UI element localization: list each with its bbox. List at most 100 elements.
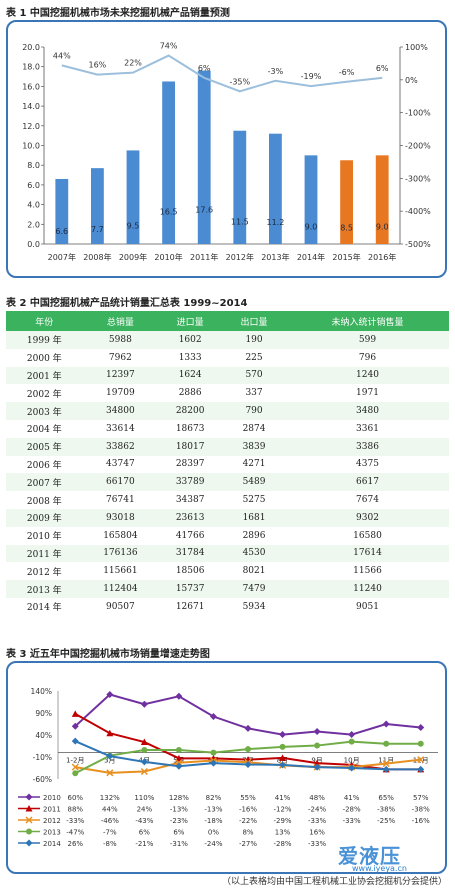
- data-label: -21%: [135, 840, 153, 848]
- series-marker: [106, 769, 114, 777]
- x-tick-label: 11月: [378, 757, 394, 765]
- series-marker: [106, 729, 114, 737]
- x-tick-label: 2014年: [297, 252, 325, 262]
- bar: [126, 150, 140, 244]
- table-cell: 2896: [222, 526, 286, 545]
- table-cell: 796: [285, 348, 449, 367]
- series-marker: [382, 720, 390, 728]
- table-cell: 1333: [158, 348, 223, 367]
- table-cell: 2006 年: [6, 455, 83, 474]
- table-row: 2012 年 115661 18506 8021 11566: [6, 562, 449, 581]
- y-tick-label: 12.0: [22, 122, 40, 131]
- y-tick-label: -10%: [33, 753, 52, 762]
- y2-tick-label: -300%: [405, 174, 431, 183]
- data-label: 24%: [137, 806, 153, 814]
- table-cell: 2013 年: [6, 580, 83, 598]
- table-row: 2003 年 34800 28200 790 3480: [6, 402, 449, 420]
- legend-label: 2010: [43, 794, 61, 802]
- bar-value-label: 11.2: [266, 218, 284, 227]
- table-row: 2010 年 165804 41766 2896 16580: [6, 526, 449, 545]
- table-cell: 16580: [285, 526, 449, 545]
- table-cell: 2005 年: [6, 437, 83, 456]
- series-marker: [175, 754, 183, 762]
- data-label: -33%: [308, 817, 326, 825]
- bar: [340, 160, 354, 244]
- growth-label: -3%: [268, 67, 284, 76]
- y-tick-label: 6.0: [27, 181, 40, 190]
- data-label: 41%: [344, 794, 360, 802]
- table-cell: 18017: [158, 437, 223, 456]
- table-cell: 2009 年: [6, 508, 83, 527]
- table-cell: 76741: [82, 491, 159, 509]
- table-cell: 7479: [222, 580, 286, 598]
- x-tick-label: 2009年: [119, 252, 147, 262]
- table-cell: 90507: [82, 597, 159, 616]
- table-cell: 1971: [285, 384, 449, 403]
- data-label: 26%: [67, 840, 83, 848]
- footnote: （以上表格均由中国工程机械工业协会挖掘机分会提供）: [221, 877, 447, 887]
- table-row: 2000 年 7962 1333 225 796: [6, 348, 449, 367]
- data-label: -28%: [273, 840, 291, 848]
- series-marker: [279, 731, 287, 739]
- data-label: 6%: [139, 829, 150, 837]
- table-cell: 2886: [158, 384, 223, 403]
- table-cell: 2004 年: [6, 419, 83, 438]
- x-tick-label: 2013年: [261, 252, 289, 262]
- y-tick-label: 2.0: [27, 220, 40, 229]
- table-cell: 33614: [82, 419, 159, 438]
- table-header-row: 年份 总销量 进口量 出口量 未纳入统计销售量: [6, 311, 449, 331]
- growth-label: -6%: [339, 68, 355, 77]
- series-marker: [382, 765, 390, 773]
- data-label: 65%: [378, 794, 394, 802]
- series-marker: [26, 828, 32, 835]
- data-label: -24%: [308, 806, 326, 814]
- column-header: 出口量: [222, 311, 286, 331]
- series-marker: [175, 692, 183, 700]
- data-label: 88%: [67, 806, 83, 814]
- table-cell: 3361: [285, 419, 449, 438]
- table-cell: 12671: [158, 597, 223, 616]
- chart3-caption: 表 3 近五年中国挖掘机械市场销量增速走势图: [6, 649, 210, 660]
- series-marker: [313, 763, 321, 771]
- table-cell: 190: [222, 331, 286, 349]
- table-row: 2001 年 12397 1624 570 1240: [6, 366, 449, 385]
- data-label: -13%: [204, 806, 222, 814]
- column-header: 年份: [6, 311, 83, 331]
- data-label: 13%: [275, 829, 291, 837]
- y-tick-label: 10.0: [22, 142, 40, 151]
- y-tick-label: 90%: [35, 709, 52, 718]
- table-cell: 1681: [222, 508, 286, 527]
- series-marker: [348, 738, 355, 745]
- data-label: -33%: [308, 840, 326, 848]
- data-label: -33%: [66, 817, 84, 825]
- series-marker: [244, 760, 252, 768]
- data-label: -18%: [204, 817, 222, 825]
- chart1-panel: 0.0 2.0 4.0 6.0 8.0 10.0 12.0 14.0 16.0 18.0 20.0 1…: [6, 20, 447, 278]
- table-cell: 1999 年: [6, 331, 83, 349]
- table-cell: 9051: [285, 597, 449, 616]
- table-cell: 34387: [158, 491, 223, 509]
- growth-label: 44%: [53, 51, 71, 60]
- growth-label: 6%: [376, 64, 389, 73]
- series-marker: [175, 759, 183, 767]
- series-marker: [72, 770, 79, 777]
- table-cell: 2010 年: [6, 526, 83, 545]
- data-label: 60%: [67, 794, 83, 802]
- table-cell: 599: [285, 331, 449, 349]
- data-label: -8%: [103, 840, 117, 848]
- table-cell: 33862: [82, 437, 159, 456]
- data-label: -23%: [170, 817, 188, 825]
- legend-label: 2014: [43, 840, 61, 848]
- x-tick-label: 2007年: [48, 252, 76, 262]
- series-marker: [106, 752, 114, 760]
- table-cell: 2000 年: [6, 348, 83, 367]
- data-label: -33%: [343, 817, 361, 825]
- series-marker: [106, 691, 114, 699]
- data-label: -25%: [377, 817, 395, 825]
- series-marker: [245, 746, 251, 753]
- table-cell: 2874: [222, 419, 286, 438]
- series-marker: [417, 740, 424, 747]
- table-cell: 18673: [158, 419, 223, 438]
- watermark-url: www.iyeya.cn: [352, 864, 407, 873]
- table-cell: 43747: [82, 455, 159, 474]
